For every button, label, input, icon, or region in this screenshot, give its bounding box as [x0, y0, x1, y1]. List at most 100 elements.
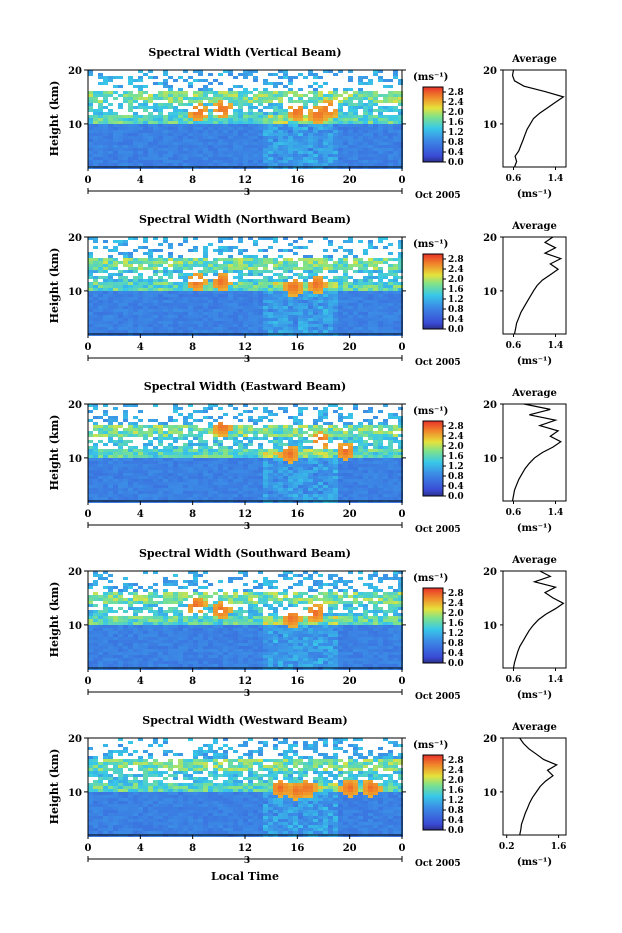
- heatmap-cell: [138, 88, 143, 91]
- heatmap-cell: [178, 261, 183, 264]
- heatmap-cell: [158, 291, 163, 294]
- heatmap-cell: [173, 464, 178, 467]
- heatmap-cell: [173, 479, 178, 482]
- heatmap-cell: [303, 431, 308, 434]
- heatmap-cell: [293, 145, 298, 148]
- heatmap-cell: [363, 309, 368, 312]
- heatmap-cell: [313, 97, 318, 100]
- heatmap-cell: [128, 449, 133, 452]
- heatmap-cell: [218, 327, 223, 330]
- heatmap-cell: [388, 324, 393, 327]
- heatmap-cell: [373, 300, 378, 303]
- heatmap-cell: [348, 437, 353, 440]
- heatmap-cell: [353, 145, 358, 148]
- heatmap-cell: [358, 148, 363, 151]
- heatmap-cell: [298, 291, 303, 294]
- heatmap-cell: [378, 285, 383, 288]
- heatmap-cell: [358, 258, 363, 261]
- heatmap-cell: [168, 264, 173, 267]
- heatmap-cell: [383, 425, 388, 428]
- heatmap-cell: [133, 267, 138, 270]
- heatmap-cell: [338, 264, 343, 267]
- heatmap-cell: [183, 240, 188, 243]
- heatmap-cell: [298, 321, 303, 324]
- heatmap-cell: [268, 464, 273, 467]
- heatmap-cell: [373, 321, 378, 324]
- heatmap-cell: [293, 449, 298, 452]
- heatmap-cell: [213, 142, 218, 145]
- heatmap-cell: [348, 127, 353, 130]
- heatmap-cell: [103, 330, 108, 333]
- heatmap-cell: [288, 449, 293, 452]
- heatmap-cell: [203, 136, 208, 139]
- heatmap-cell: [223, 246, 228, 249]
- heatmap-cell: [288, 416, 293, 419]
- heatmap-cell: [108, 276, 113, 279]
- heatmap-cell: [368, 124, 373, 127]
- heatmap-cell: [218, 309, 223, 312]
- heatmap-cell: [168, 288, 173, 291]
- heatmap-cell: [343, 285, 348, 288]
- heatmap-cell: [308, 85, 313, 88]
- heatmap-cell: [138, 151, 143, 154]
- heatmap-cell: [383, 124, 388, 127]
- heatmap-cell: [313, 494, 318, 497]
- heatmap-cell: [98, 270, 103, 273]
- heatmap-cell: [113, 476, 118, 479]
- heatmap-cell: [153, 154, 158, 157]
- heatmap-cell: [273, 279, 278, 282]
- heatmap-cell: [253, 449, 258, 452]
- heatmap-cell: [368, 130, 373, 133]
- heatmap-cell: [218, 458, 223, 461]
- heatmap-cell: [383, 258, 388, 261]
- heatmap-cell: [243, 154, 248, 157]
- heatmap-cell: [328, 306, 333, 309]
- heatmap-cell: [223, 413, 228, 416]
- heatmap-cell: [118, 163, 123, 166]
- heatmap-cell: [93, 422, 98, 425]
- heatmap-cell: [103, 118, 108, 121]
- heatmap-cell: [113, 497, 118, 500]
- heatmap-cell: [313, 485, 318, 488]
- heatmap-cell: [193, 297, 198, 300]
- heatmap-cell: [333, 88, 338, 91]
- heatmap-cell: [343, 115, 348, 118]
- heatmap-cell: [93, 416, 98, 419]
- heatmap-cell: [158, 249, 163, 252]
- heatmap-cell: [188, 416, 193, 419]
- heatmap-cell: [133, 118, 138, 121]
- heatmap-cell: [268, 91, 273, 94]
- heatmap-cell: [303, 255, 308, 258]
- heatmap-cell: [158, 491, 163, 494]
- heatmap-cell: [293, 470, 298, 473]
- heatmap-cell: [138, 297, 143, 300]
- heatmap-cell: [148, 142, 153, 145]
- heatmap-cell: [163, 142, 168, 145]
- heatmap-cell: [368, 97, 373, 100]
- heatmap-cell: [353, 473, 358, 476]
- heatmap-cell: [178, 270, 183, 273]
- heatmap-cell: [208, 97, 213, 100]
- heatmap-cell: [273, 142, 278, 145]
- heatmap-cell: [343, 488, 348, 491]
- heatmap-cell: [353, 160, 358, 163]
- heatmap-cell: [373, 297, 378, 300]
- heatmap-cell: [363, 324, 368, 327]
- heatmap-cell: [258, 291, 263, 294]
- heatmap-cell: [143, 154, 148, 157]
- heatmap-cell: [333, 470, 338, 473]
- heatmap-cell: [293, 282, 298, 285]
- heatmap-cell: [153, 425, 158, 428]
- heatmap-cell: [368, 482, 373, 485]
- heatmap-cell: [213, 288, 218, 291]
- heatmap-cell: [323, 413, 328, 416]
- heatmap-cell: [148, 264, 153, 267]
- x-tick-label: 0: [399, 175, 406, 186]
- heatmap-cell: [198, 103, 203, 106]
- heatmap-cell: [143, 327, 148, 330]
- heatmap-cell: [333, 315, 338, 318]
- heatmap-cell: [368, 306, 373, 309]
- heatmap-cell: [393, 267, 398, 270]
- heatmap-cell: [173, 327, 178, 330]
- heatmap-cell: [118, 160, 123, 163]
